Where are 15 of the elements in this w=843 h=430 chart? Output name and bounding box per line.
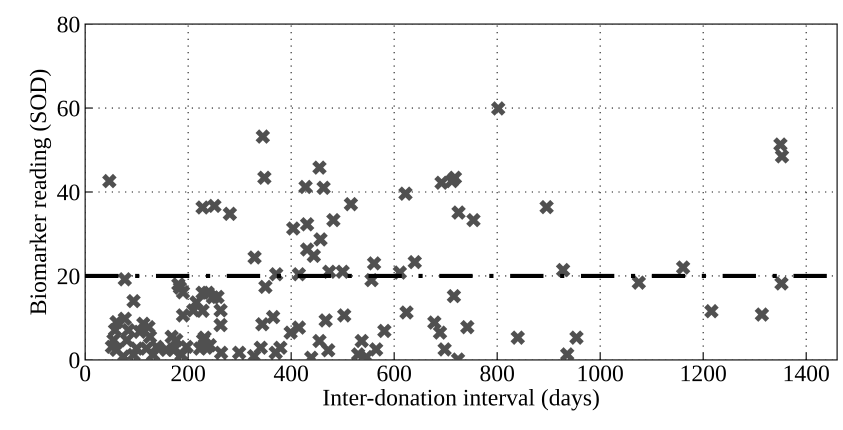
x-tick-label: 600 (377, 365, 411, 382)
x-tick-label: 1200 (682, 365, 726, 382)
y-tick-label: 40 (57, 184, 80, 200)
x-tick-label: 0 (80, 365, 90, 382)
y-tick-label: 0 (69, 352, 80, 368)
x-tick-label: 800 (480, 365, 514, 382)
x-axis-title: Inter-donation interval (days) (323, 388, 599, 410)
x-tick-label: 400 (274, 365, 308, 382)
x-tick-label: 1400 (784, 365, 829, 382)
y-tick-label: 60 (58, 100, 80, 116)
y-tick-label: 80 (58, 16, 80, 33)
y-tick-label: 20 (58, 268, 80, 284)
x-tick-label: 200 (171, 365, 205, 382)
y-axis-title: Biomarker reading (SOD) (30, 70, 52, 315)
x-tick-label: 1000 (578, 365, 623, 382)
